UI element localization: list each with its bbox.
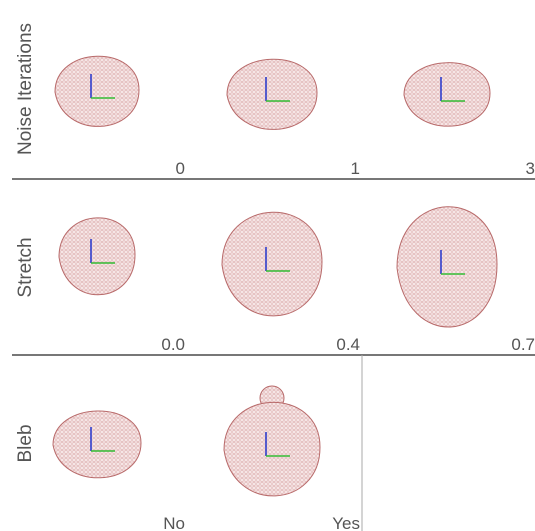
mesh-shape [59, 218, 135, 295]
panel-caption: 3 [526, 159, 535, 178]
mesh-shape [227, 59, 317, 129]
mesh-surface [53, 411, 141, 478]
panel-caption: 0.0 [161, 335, 185, 354]
panel-caption: No [163, 514, 185, 531]
mesh-shape [53, 411, 141, 478]
mesh-surface [397, 207, 497, 327]
figure: Noise Iterations 0 1 3 Stretch 0.0 0.4 0.7 Bleb N… [0, 0, 535, 531]
mesh-shape [397, 207, 497, 327]
mesh-shape [55, 56, 139, 126]
mesh-surface [55, 56, 139, 126]
mesh-shape [222, 212, 322, 316]
panel-caption: 1 [351, 159, 360, 178]
row-label: Noise Iterations [15, 23, 36, 155]
panel-caption: Yes [332, 514, 360, 531]
row-label: Stretch [15, 237, 36, 297]
row-label: Bleb [15, 424, 36, 462]
mesh-surface [227, 59, 317, 129]
mesh-surface [59, 218, 135, 295]
mesh-surface [222, 212, 322, 316]
mesh-surface [404, 63, 490, 126]
mesh-shape [404, 63, 490, 126]
panel-caption: 0 [176, 159, 185, 178]
mesh-surface [224, 402, 320, 496]
panel-caption: 0.7 [511, 335, 535, 354]
panel-caption: 0.4 [336, 335, 360, 354]
mesh-shape [224, 386, 320, 496]
